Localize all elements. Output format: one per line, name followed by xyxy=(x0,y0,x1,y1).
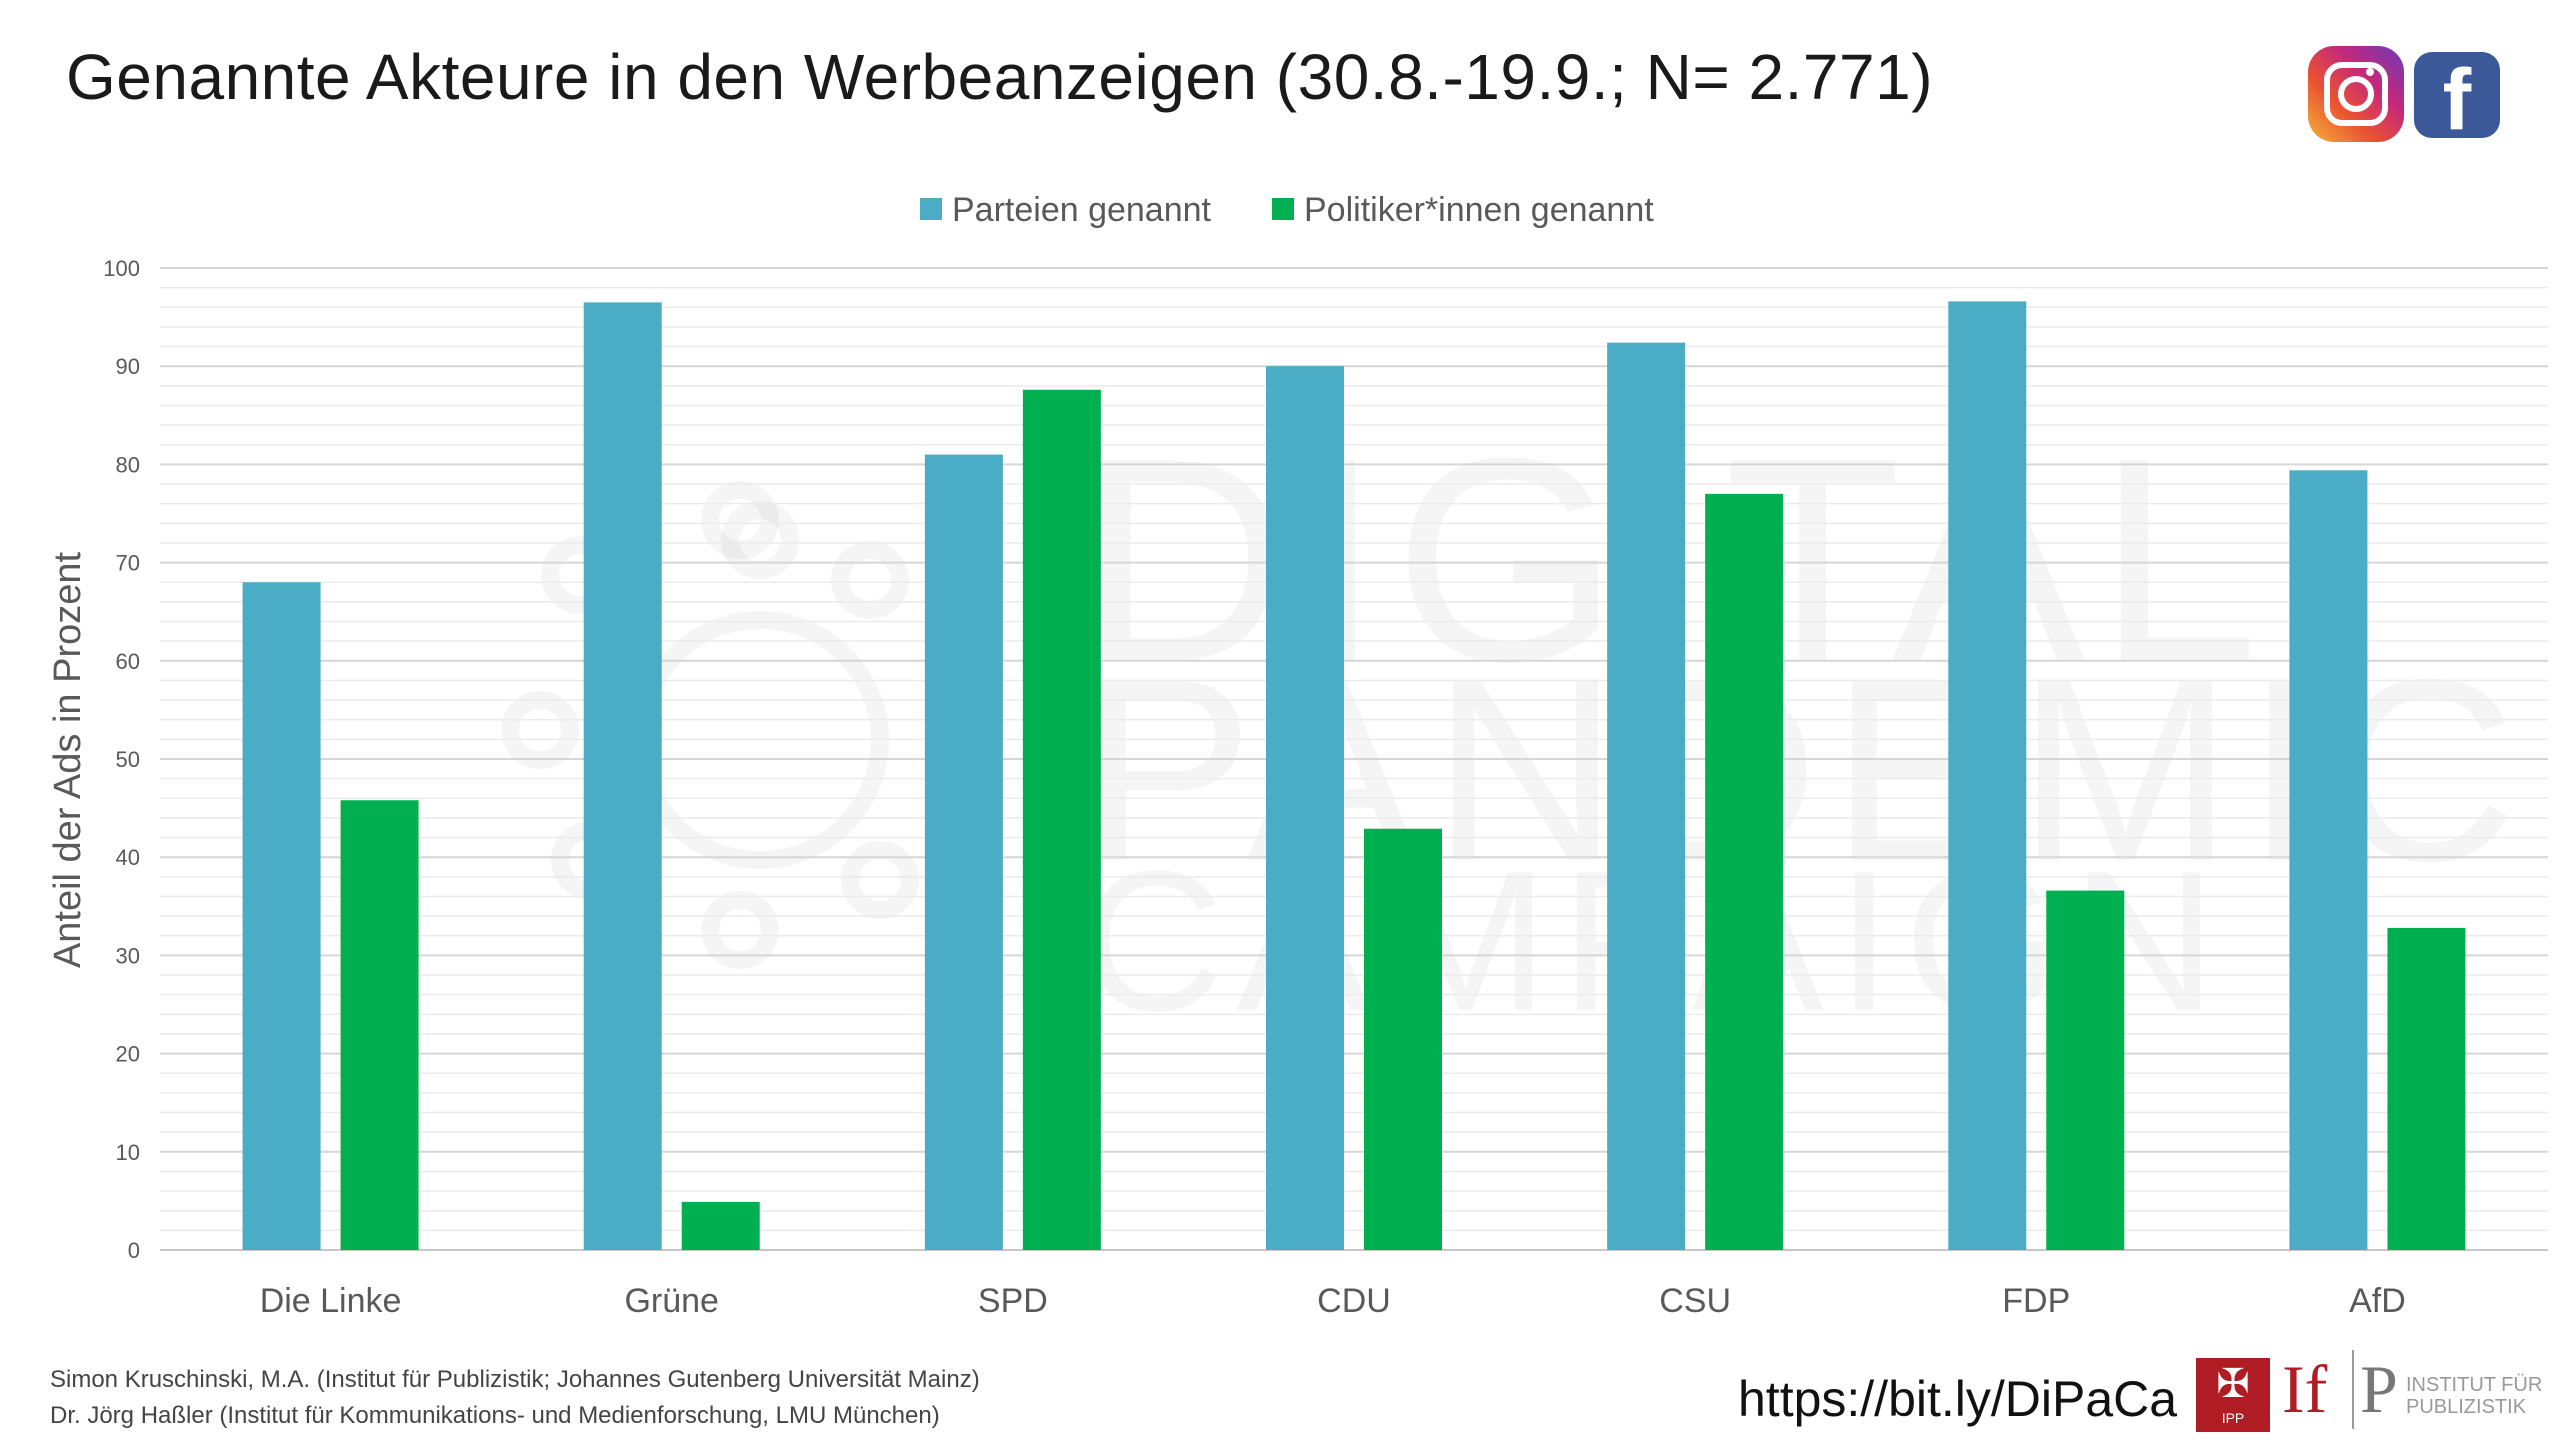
legend-swatch xyxy=(920,198,942,220)
y-tick-label: 0 xyxy=(128,1238,140,1263)
minor-grid xyxy=(160,286,2548,1232)
bar xyxy=(1022,389,1101,1250)
y-tick-label: 20 xyxy=(116,1042,140,1067)
x-tick-label: AfD xyxy=(2349,1282,2406,1320)
bars-group xyxy=(242,301,2466,1251)
y-tick-label: 40 xyxy=(116,845,140,870)
y-tick-label: 50 xyxy=(116,747,140,772)
facebook-icon: f xyxy=(2414,52,2500,138)
bar xyxy=(2289,470,2368,1250)
y-tick-label: 10 xyxy=(116,1140,140,1165)
credit-line-2: Dr. Jörg Haßler (Institut für Kommunikat… xyxy=(50,1402,940,1429)
bar xyxy=(1948,301,2027,1250)
bar xyxy=(1705,493,1784,1250)
y-tick-label: 90 xyxy=(116,354,140,379)
instagram-icon xyxy=(2308,46,2404,142)
y-tick-label: 80 xyxy=(116,452,140,477)
y-tick-label: 100 xyxy=(103,256,140,281)
y-tick-label: 70 xyxy=(116,551,140,576)
legend-label: Politiker*innen genannt xyxy=(1304,191,1654,229)
x-tick-label: SPD xyxy=(978,1282,1048,1320)
y-tick-labels: 0 10 20 30 40 50 60 70 80 90 100 xyxy=(103,256,140,1263)
source-url: https://bit.ly/DiPaCa xyxy=(1738,1371,2178,1427)
bar xyxy=(340,800,419,1250)
bar xyxy=(583,302,662,1250)
credit-line-1: Simon Kruschinski, M.A. (Institut für Pu… xyxy=(50,1366,980,1393)
x-tick-label: CSU xyxy=(1659,1282,1731,1320)
bar xyxy=(1266,366,1344,1250)
bar xyxy=(681,1201,760,1250)
x-tick-label: Grüne xyxy=(624,1282,719,1320)
watermark-virus-icon xyxy=(501,481,919,969)
y-tick-label: 60 xyxy=(116,649,140,674)
x-tick-label: FDP xyxy=(2002,1282,2070,1320)
credits: Simon Kruschinski, M.A. (Institut für Pu… xyxy=(50,1362,980,1434)
if-logo: If xyxy=(2282,1351,2328,1427)
y-axis-label: Anteil der Ads in Prozent xyxy=(47,552,89,969)
legend-swatch xyxy=(1272,198,1294,220)
p-logo: P xyxy=(2352,1350,2398,1429)
legend: Parteien genannt Politiker*innen genannt xyxy=(920,191,1654,229)
ipp-logo: ✠ IPP xyxy=(2196,1358,2270,1432)
bar xyxy=(2387,927,2466,1250)
x-tick-label: CDU xyxy=(1317,1282,1391,1320)
bar xyxy=(2046,890,2125,1250)
institut-logo-text: INSTITUT FÜR PUBLIZISTIK xyxy=(2406,1374,2543,1418)
bar xyxy=(924,454,1003,1251)
bar xyxy=(1607,342,1686,1251)
x-tick-label: Die Linke xyxy=(260,1282,402,1320)
y-tick-label: 30 xyxy=(116,943,140,968)
legend-label: Parteien genannt xyxy=(952,191,1212,229)
major-grid xyxy=(160,267,2548,1251)
chart-title: Genannte Akteure in den Werbeanzeigen (3… xyxy=(66,41,1933,113)
bar xyxy=(1364,828,1442,1250)
x-tick-labels: Die Linke Grüne SPD CDU CSU FDP AfD xyxy=(260,1282,2406,1320)
bar xyxy=(242,582,321,1250)
